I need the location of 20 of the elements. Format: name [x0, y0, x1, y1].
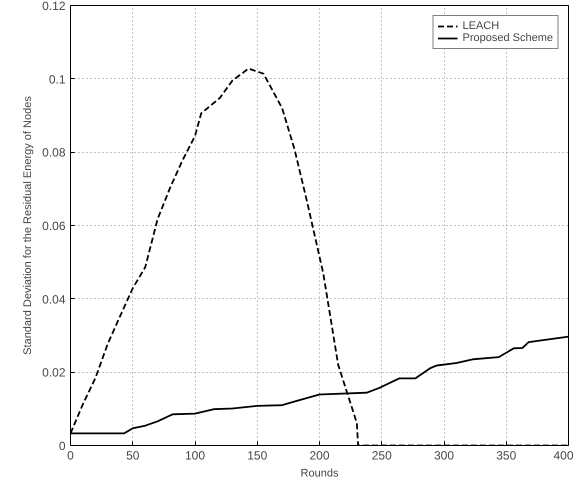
x-tick-label: 150 — [247, 448, 268, 462]
legend-label: LEACH — [462, 20, 500, 32]
x-tick-label: 50 — [126, 448, 140, 462]
y-tick-label: 0.08 — [42, 146, 66, 160]
y-tick-label: 0 — [58, 439, 66, 453]
legend-label: Proposed Scheme — [462, 32, 553, 44]
y-tick-label: 0.12 — [42, 0, 66, 13]
y-axis-title: Standard Deviation for the Residual Energy of Nodes — [22, 96, 34, 355]
x-tick-label: 250 — [372, 448, 392, 462]
y-tick-label: 0.1 — [48, 72, 66, 86]
x-tick-label: 300 — [434, 448, 454, 462]
y-tick-label: 0.06 — [42, 219, 66, 233]
x-axis-title: Rounds — [300, 468, 339, 480]
x-tick-label: 200 — [309, 448, 330, 462]
x-tick-label: 100 — [184, 448, 206, 462]
x-tick-label: 0 — [67, 448, 74, 462]
y-tick-label: 0.04 — [42, 292, 66, 306]
x-tick-label: 350 — [496, 448, 517, 462]
y-tick-label: 0.02 — [42, 366, 66, 380]
x-tick-label: 400 — [553, 448, 573, 462]
